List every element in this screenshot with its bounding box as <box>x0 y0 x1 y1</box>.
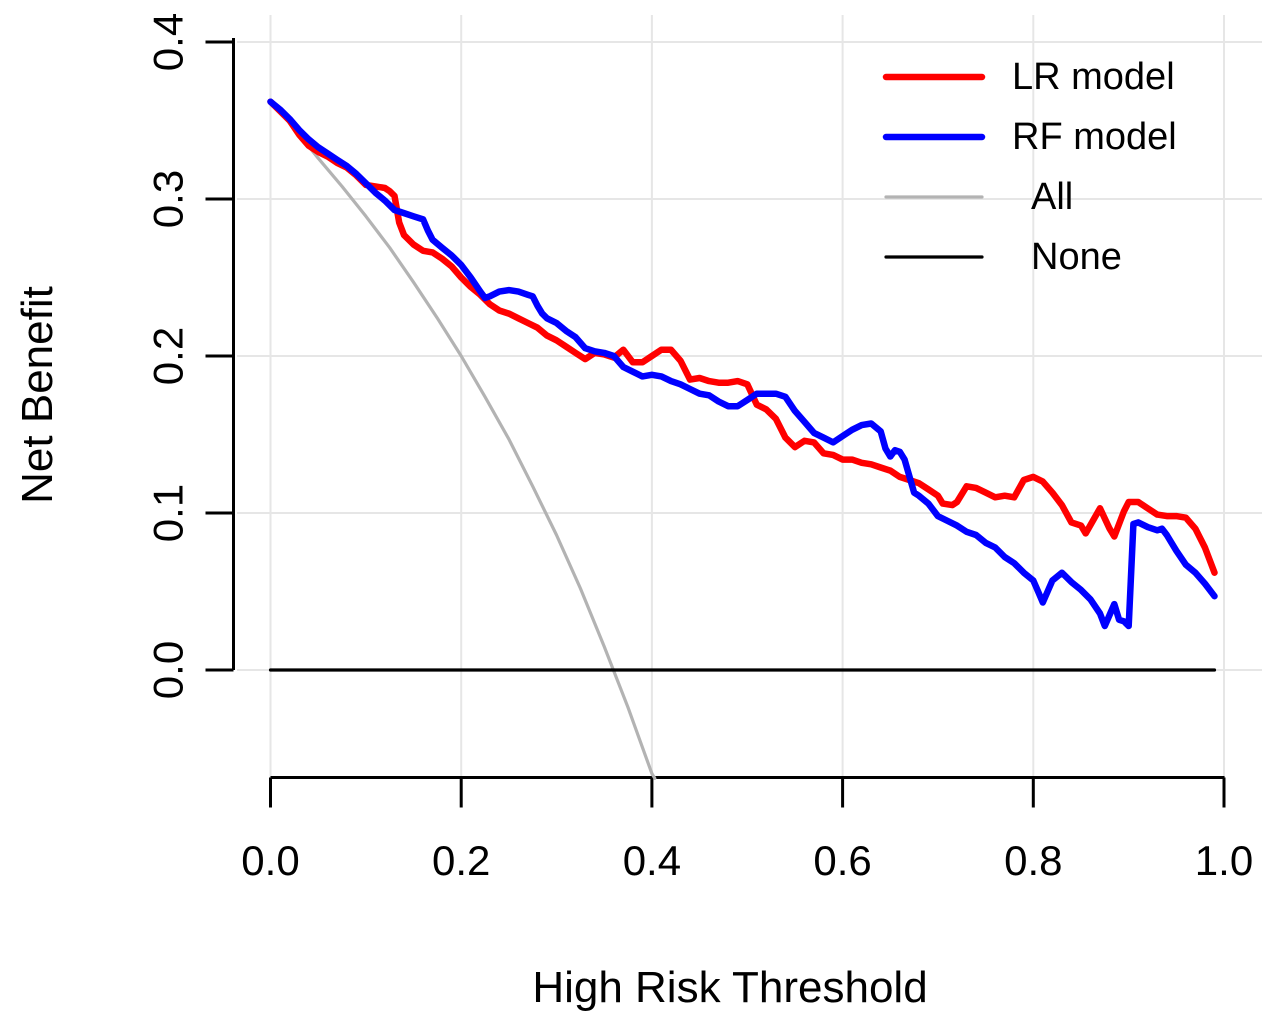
x-tick-label: 0.4 <box>623 837 681 884</box>
x-tick-label: 0.0 <box>241 837 299 884</box>
rf-model-curve <box>267 98 1218 630</box>
curves <box>267 98 1218 780</box>
x-tick-label: 0.6 <box>813 837 871 884</box>
legend-label-rf-model: RF model <box>1012 116 1177 158</box>
x-tick-label: 0.2 <box>432 837 490 884</box>
gridlines <box>237 15 1262 778</box>
legend-label-lr-model: LR model <box>1012 56 1175 98</box>
lr-model-curve <box>267 98 1218 576</box>
y-tick-label: 0.0 <box>145 641 192 699</box>
legend-label-all: All <box>1031 176 1073 218</box>
y-tick-label: 0.4 <box>145 13 192 71</box>
legend-label-none: None <box>1031 236 1122 278</box>
y-axis-title: Net Benefit <box>13 286 62 504</box>
y-tick-label: 0.1 <box>145 484 192 542</box>
x-tick-label: 0.8 <box>1004 837 1062 884</box>
x-tick-label: 1.0 <box>1195 837 1253 884</box>
all-curve <box>268 100 657 780</box>
y-tick-label: 0.2 <box>145 327 192 385</box>
legend: LR model RF model All None <box>882 56 1177 278</box>
y-tick-label: 0.3 <box>145 170 192 228</box>
axes: 0.0 0.1 0.2 0.3 0.4 0.0 0.2 0.4 0.6 0.8 1.0 <box>145 13 1254 884</box>
x-axis-title: High Risk Threshold <box>532 963 927 1012</box>
